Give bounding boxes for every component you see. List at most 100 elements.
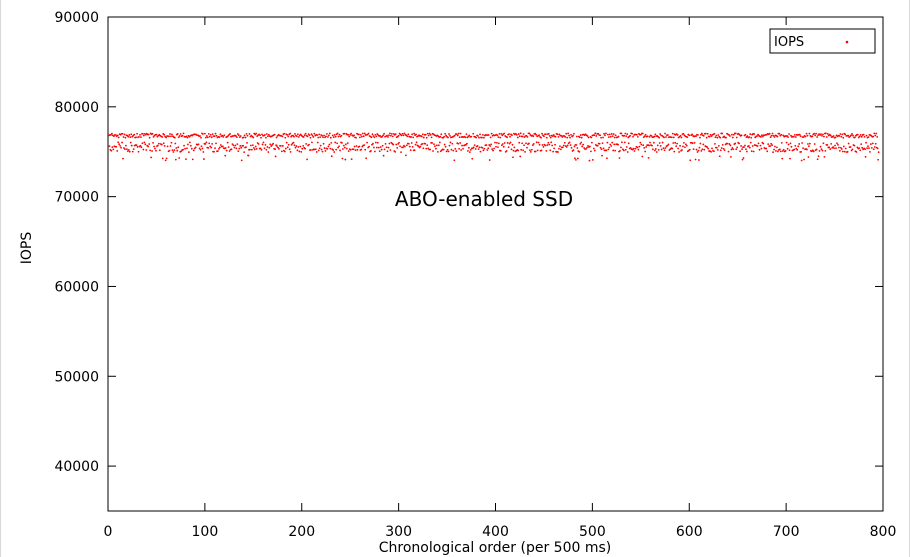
data-point: [401, 132, 404, 135]
data-point: [706, 132, 709, 135]
data-point: [604, 134, 606, 137]
data-point: [762, 142, 765, 145]
data-point: [294, 133, 296, 135]
data-point: [718, 155, 721, 158]
data-point: [829, 134, 832, 137]
data-point: [128, 150, 131, 153]
data-point: [671, 132, 674, 135]
data-point: [112, 135, 115, 138]
data-point: [468, 151, 471, 154]
data-point: [760, 147, 763, 150]
data-point: [833, 147, 835, 150]
data-point: [194, 146, 197, 149]
data-point: [232, 144, 235, 147]
data-point: [538, 143, 541, 146]
data-point: [824, 149, 827, 152]
data-point: [591, 159, 594, 161]
data-point: [482, 149, 485, 152]
data-point: [586, 135, 589, 137]
data-point: [126, 150, 129, 153]
data-point: [274, 155, 277, 158]
data-point: [671, 147, 674, 150]
data-point: [168, 149, 171, 152]
data-point: [585, 147, 587, 150]
data-point: [147, 145, 150, 148]
data-point: [743, 146, 745, 149]
data-point: [823, 135, 825, 138]
data-point: [551, 144, 554, 147]
data-point: [717, 144, 720, 147]
data-point: [289, 150, 292, 153]
data-point: [341, 157, 344, 160]
data-point: [306, 158, 308, 161]
data-point: [710, 150, 712, 153]
data-point: [486, 149, 489, 151]
data-point: [745, 150, 748, 153]
data-point: [772, 151, 774, 154]
data-point: [340, 134, 343, 137]
data-point: [275, 136, 278, 139]
data-point: [198, 147, 201, 150]
data-point: [867, 136, 870, 138]
data-point: [206, 136, 209, 139]
data-point: [722, 147, 725, 150]
data-point: [439, 135, 442, 138]
y-tick-label: 60000: [54, 279, 99, 295]
data-point: [443, 143, 446, 146]
data-point: [170, 135, 172, 138]
data-point: [129, 136, 132, 139]
data-point: [864, 148, 866, 151]
data-point: [800, 150, 803, 153]
data-point: [573, 145, 576, 148]
data-point: [277, 146, 279, 149]
data-point: [387, 146, 390, 149]
data-point: [517, 149, 520, 152]
data-point: [830, 143, 833, 145]
data-point: [557, 151, 559, 153]
data-point: [407, 142, 410, 145]
data-point: [638, 145, 641, 148]
data-point: [775, 150, 777, 152]
data-point: [537, 141, 540, 144]
data-point: [213, 150, 215, 153]
data-point: [654, 148, 657, 150]
data-point: [774, 145, 776, 148]
data-point: [598, 142, 601, 145]
data-point: [141, 132, 144, 135]
data-point: [211, 142, 214, 145]
data-point: [500, 132, 503, 135]
data-point: [479, 133, 481, 136]
data-point: [551, 135, 554, 138]
data-point: [465, 133, 468, 136]
data-point: [808, 132, 811, 135]
data-point: [424, 142, 427, 145]
data-point: [509, 141, 512, 144]
data-point: [139, 144, 142, 147]
data-point: [491, 148, 494, 151]
data-point: [455, 133, 458, 136]
data-point: [828, 146, 831, 149]
data-point: [202, 151, 205, 153]
data-point: [818, 150, 821, 152]
x-tick-label: 700: [773, 524, 800, 540]
data-point: [477, 148, 480, 151]
data-point: [181, 134, 184, 137]
data-point: [789, 142, 792, 145]
data-point: [725, 136, 727, 139]
data-point: [449, 141, 452, 144]
data-point: [245, 132, 248, 135]
data-point: [862, 133, 865, 136]
data-point: [525, 142, 527, 145]
data-point: [326, 132, 328, 135]
data-point: [590, 150, 592, 153]
data-point: [622, 149, 625, 152]
data-point: [675, 145, 678, 148]
data-point: [360, 135, 363, 138]
data-point: [252, 146, 255, 149]
data-point: [746, 135, 749, 138]
data-point: [395, 143, 398, 146]
data-point: [784, 150, 787, 152]
data-point: [336, 132, 339, 135]
data-point: [633, 150, 636, 152]
data-point: [141, 142, 144, 145]
